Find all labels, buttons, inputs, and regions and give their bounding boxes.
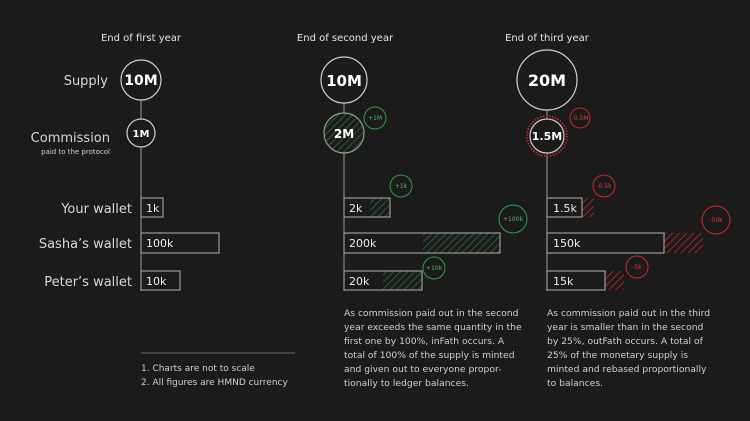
label-peter-wallet: Peter’s wallet [44, 275, 132, 290]
wallet-change-your: -0.5k [596, 183, 612, 190]
wallet-value-your: 1.5k [553, 202, 577, 215]
wallet-bar-peter [140, 270, 181, 291]
wallet-change-peter: +10k [426, 265, 443, 272]
decrease-hatch [664, 233, 703, 253]
wallet-bar-peter [343, 270, 423, 291]
description-line: tionally to ledger balances. [344, 378, 469, 389]
commission-change: -0.5M [572, 115, 589, 122]
change-badge [498, 204, 528, 234]
wallet-change-peter: -5k [632, 264, 642, 271]
description-line: 25% of the monetary supply is [547, 350, 688, 361]
column-second-year: End of second year 10M 2M +1M 2k +1k 200… [297, 33, 528, 389]
commission-removed-ring [526, 115, 568, 157]
change-badge [569, 107, 591, 129]
label-commission-sub: paid to the protocol [41, 148, 110, 156]
description-line: minted and rebased proportionally [547, 364, 707, 375]
wallet-bar-peter [546, 270, 606, 291]
footnote: 2. All figures are HMND currency [141, 378, 288, 388]
commission-value: 2M [334, 127, 354, 141]
increase-hatch [383, 271, 422, 290]
wallet-value-peter: 10k [146, 275, 167, 288]
supply-value: 10M [326, 72, 362, 90]
increase-hatch [423, 233, 500, 253]
description-line: year exceeds the same quantity in the [344, 322, 522, 333]
decrease-hatch [605, 271, 624, 290]
column-first-year: End of first year 10M 1M 1k 100k 10k [101, 33, 220, 291]
change-badge [363, 106, 387, 130]
description-line: year is smaller than in the second [547, 322, 703, 333]
supply-circle [120, 59, 162, 101]
change-badge [422, 256, 446, 280]
wallet-change-sasha: -50k [709, 217, 723, 224]
label-supply: Supply [64, 74, 109, 89]
description-line: As commission paid out in the third [547, 308, 710, 319]
wallet-change-sasha: +100k [503, 216, 523, 223]
footnote: 1. Charts are not to scale [141, 364, 255, 374]
wallet-change-your: +1k [395, 183, 408, 190]
wallet-bar-sasha [343, 232, 501, 254]
decrease-hatch [582, 198, 594, 217]
wallet-value-sasha: 200k [349, 237, 377, 250]
description-line: first one by 100%, inFath occurs. A [344, 336, 505, 347]
wallet-bar-your [546, 197, 583, 218]
increase-hatch [370, 198, 390, 217]
supply-value: 10M [124, 73, 157, 89]
wallet-value-peter: 20k [349, 275, 370, 288]
label-your-wallet: Your wallet [60, 202, 132, 217]
commission-circle [323, 112, 365, 154]
wallet-value-your: 2k [349, 202, 363, 215]
description: As commission paid out in the second yea… [344, 308, 522, 389]
wallet-bar-your [343, 197, 391, 218]
wallet-bar-sasha [140, 232, 220, 254]
description: As commission paid out in the third year… [547, 308, 710, 389]
column-title: End of second year [297, 33, 394, 44]
label-commission: Commission [31, 131, 110, 146]
commission-change: +1M [368, 115, 382, 122]
column-title: End of first year [101, 33, 182, 44]
commission-value: 1M [133, 129, 150, 140]
description-line: to balances. [547, 378, 603, 389]
wallet-value-sasha: 100k [146, 237, 174, 250]
change-badge [625, 255, 649, 279]
wallet-value-sasha: 150k [553, 237, 581, 250]
supply-value: 20M [528, 71, 566, 90]
wallet-value-your: 1k [146, 202, 160, 215]
description-line: total of 100% of the supply is minted [344, 350, 515, 361]
column-title: End of third year [505, 33, 590, 44]
change-badge [389, 174, 413, 198]
description-line: and given out to everyone propor- [344, 364, 502, 375]
supply-circle [320, 56, 368, 104]
wallet-value-peter: 15k [553, 275, 574, 288]
wallet-bar-your [140, 197, 164, 218]
commission-circle [529, 118, 565, 154]
label-sasha-wallet: Sasha’s wallet [39, 237, 132, 252]
change-badge [592, 174, 616, 198]
supply-circle [516, 49, 578, 111]
column-third-year: End of third year 20M 1.5M -0.5M 1.5k -0… [505, 33, 731, 389]
description-line: As commission paid out in the second [344, 308, 518, 319]
commission-circle [126, 118, 156, 148]
change-badge [701, 205, 731, 235]
description-line: by 25%, outFath occurs. A total of [547, 336, 704, 347]
commission-value: 1.5M [532, 130, 562, 143]
wallet-bar-sasha [546, 232, 665, 254]
